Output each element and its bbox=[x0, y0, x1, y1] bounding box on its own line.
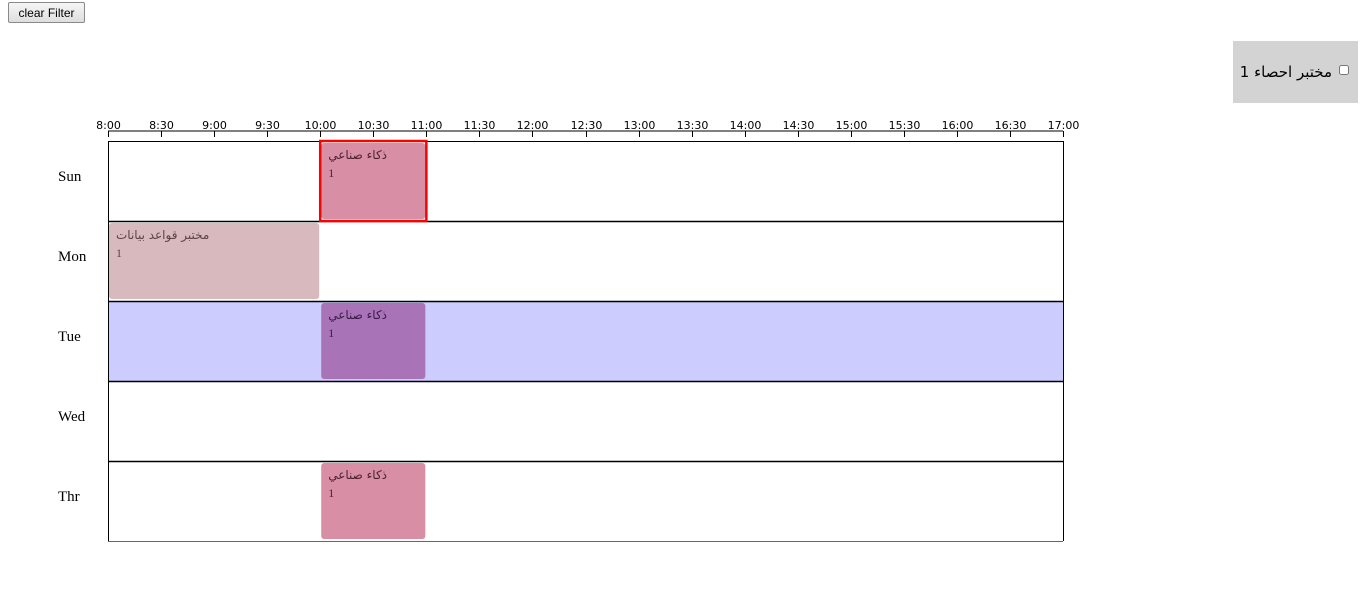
time-tick-label: 11:00 bbox=[411, 119, 443, 132]
time-tick-label: 16:00 bbox=[942, 119, 974, 132]
time-tick-label: 14:00 bbox=[730, 119, 762, 132]
event-selected-outline bbox=[318, 139, 428, 223]
event-subtitle: 1 bbox=[116, 246, 122, 260]
event-title: مختبر قواعد بيانات bbox=[116, 228, 209, 243]
time-tick-label: 8:30 bbox=[149, 119, 174, 132]
day-label-thr: Thr bbox=[58, 489, 80, 505]
day-label-sun: Sun bbox=[58, 169, 82, 185]
event-title: ذكاء صناعي bbox=[328, 468, 387, 482]
event-subtitle: 1 bbox=[328, 166, 334, 180]
event-block[interactable] bbox=[321, 303, 426, 379]
time-tick-label: 13:30 bbox=[677, 119, 709, 132]
event-title: ذكاء صناعي bbox=[328, 308, 387, 322]
event-block[interactable] bbox=[321, 143, 426, 219]
day-label-mon: Mon bbox=[58, 249, 87, 265]
day-row-highlight bbox=[108, 301, 1063, 381]
time-tick-label: 12:00 bbox=[517, 119, 549, 132]
clear-filter-button[interactable]: clear Filter bbox=[8, 2, 85, 23]
time-tick-label: 17:00 bbox=[1048, 119, 1080, 132]
time-tick-label: 15:30 bbox=[889, 119, 921, 132]
event-block[interactable] bbox=[321, 463, 426, 539]
time-tick-label: 9:00 bbox=[202, 119, 227, 132]
time-tick-label: 14:30 bbox=[783, 119, 815, 132]
time-tick-label: 13:00 bbox=[624, 119, 656, 132]
filter-panel: مختبر احصاء 1 bbox=[1233, 41, 1358, 103]
event-title: ذكاء صناعي bbox=[328, 148, 387, 162]
event-block[interactable] bbox=[109, 223, 320, 299]
day-label-tue: Tue bbox=[58, 329, 81, 345]
time-tick-label: 15:00 bbox=[836, 119, 868, 132]
time-tick-label: 10:00 bbox=[305, 119, 337, 132]
day-label-wed: Wed bbox=[58, 409, 86, 425]
time-tick-label: 8:00 bbox=[96, 119, 121, 132]
time-tick-label: 11:30 bbox=[464, 119, 496, 132]
time-tick-label: 16:30 bbox=[995, 119, 1027, 132]
filter-label: مختبر احصاء 1 bbox=[1239, 63, 1332, 81]
time-tick-label: 10:30 bbox=[358, 119, 390, 132]
time-tick-label: 12:30 bbox=[571, 119, 603, 132]
event-subtitle: 1 bbox=[328, 486, 334, 500]
event-subtitle: 1 bbox=[328, 326, 334, 340]
filter-checkbox[interactable] bbox=[1339, 65, 1349, 75]
time-tick-label: 9:30 bbox=[255, 119, 280, 132]
